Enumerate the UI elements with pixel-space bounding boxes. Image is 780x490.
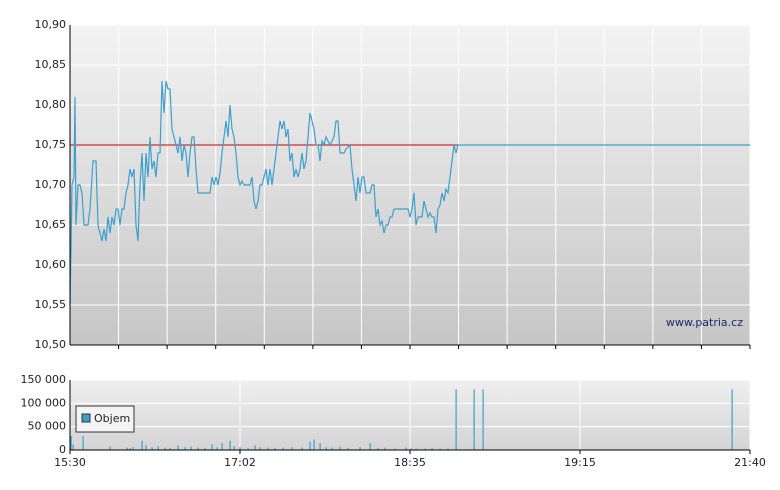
volume-bar — [254, 445, 256, 450]
volume-bar — [731, 389, 733, 450]
volume-bar — [72, 444, 74, 450]
volume-bar — [82, 436, 84, 450]
volume-bar — [394, 448, 396, 450]
y-tick-label: 10,70 — [35, 178, 67, 191]
volume-bar — [151, 447, 153, 450]
plots — [69, 24, 751, 451]
y-tick-label: 10,90 — [35, 18, 67, 31]
y-tick-label: 10,60 — [35, 258, 67, 271]
volume-bar — [447, 448, 449, 450]
volume-bar — [325, 447, 327, 450]
volume-bar — [309, 441, 311, 450]
volume-bar — [141, 440, 143, 450]
volume-bar — [204, 448, 206, 450]
volume-bar — [439, 448, 441, 450]
volume-bar — [70, 436, 72, 450]
y-tick-label: 10,85 — [35, 58, 67, 71]
volume-bar — [410, 448, 412, 450]
volume-bar — [177, 445, 179, 450]
x-tick-label: 19:15 — [564, 456, 596, 469]
y-tick-label: 0 — [59, 443, 66, 456]
volume-bar — [369, 443, 371, 450]
legend-swatch — [81, 413, 91, 423]
volume-bar — [291, 447, 293, 450]
volume-bar — [126, 447, 128, 450]
volume-bar — [359, 447, 361, 450]
volume-bar — [282, 447, 284, 450]
y-tick-label: 10,80 — [35, 98, 67, 111]
volume-bar — [233, 446, 235, 450]
volume-bar — [405, 447, 407, 450]
y-tick-label: 150 000 — [21, 373, 67, 386]
volume-bar — [384, 447, 386, 450]
y-tick-label: 100 000 — [21, 396, 67, 409]
volume-bar — [221, 443, 223, 450]
y-tick-label: 50 000 — [28, 420, 67, 433]
volume-bar — [313, 439, 315, 450]
volume-bar — [473, 389, 475, 450]
volume-bar — [239, 447, 241, 450]
volume-bar — [274, 448, 276, 450]
volume-bar — [331, 447, 333, 450]
volume-bar — [169, 448, 171, 450]
volume-bar — [129, 448, 131, 450]
volume-bar — [197, 447, 199, 450]
volume-bar — [415, 448, 417, 450]
y-tick-label: 10,75 — [35, 138, 67, 151]
volume-bar — [109, 446, 111, 450]
volume-bar — [247, 448, 249, 450]
volume-bar — [482, 389, 484, 450]
y-tick-label: 10,65 — [35, 218, 67, 231]
volume-bar — [377, 448, 379, 450]
volume-bar — [190, 446, 192, 450]
volume-bar — [319, 443, 321, 450]
x-tick-label: 21:40 — [734, 456, 766, 469]
volume-bar — [267, 447, 269, 450]
volume-bar — [211, 444, 213, 450]
price-line — [69, 80, 750, 306]
volume-bar — [164, 447, 166, 450]
volume-bar — [157, 446, 159, 450]
volume-bar — [145, 445, 147, 450]
volume-bar — [132, 447, 134, 450]
volume-bar — [431, 448, 433, 450]
volume-bar — [216, 447, 218, 450]
x-tick-label: 18:35 — [394, 456, 426, 469]
volume-bar — [424, 448, 426, 450]
volume-bar — [347, 448, 349, 450]
volume-bar — [184, 447, 186, 450]
volume-bar — [301, 447, 303, 450]
y-tick-label: 10,55 — [35, 298, 67, 311]
legend: Objem — [75, 405, 135, 433]
watermark: www.patria.cz — [666, 316, 743, 329]
volume-bar — [229, 440, 231, 450]
x-tick-label: 17:02 — [224, 456, 256, 469]
y-tick-label: 10,50 — [35, 338, 67, 351]
legend-label: Objem — [94, 412, 130, 425]
x-tick-label: 15:30 — [54, 456, 86, 469]
volume-bar — [339, 446, 341, 450]
volume-bar — [259, 447, 261, 450]
volume-bar — [455, 389, 457, 450]
